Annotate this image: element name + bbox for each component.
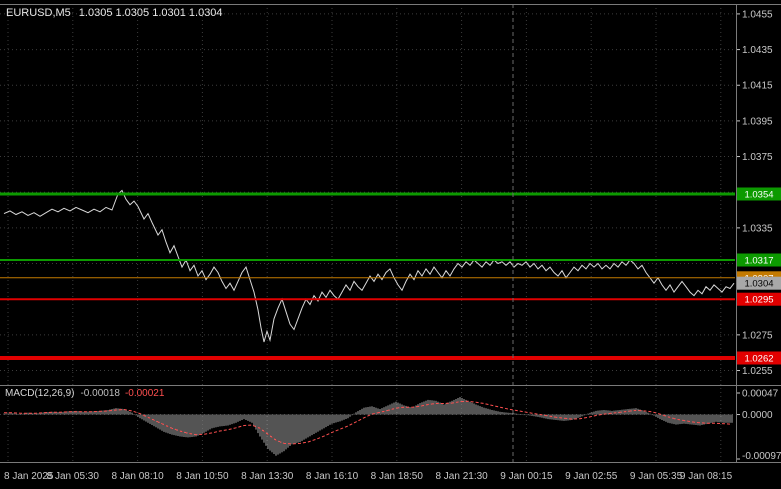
svg-text:1.0354: 1.0354: [744, 190, 773, 201]
price-tick-1.0375: 1.0375: [742, 152, 773, 163]
gridlines: [0, 4, 735, 463]
macd-value: -0.00018: [80, 388, 120, 399]
macd-tick-0.0000: 0.0000: [742, 410, 773, 421]
svg-text:1.0295: 1.0295: [744, 295, 773, 306]
price-badge-1.0262: 1.0262: [737, 351, 781, 365]
time-tick-6: 8 Jan 18:50: [371, 471, 424, 482]
time-tick-4: 8 Jan 13:30: [241, 471, 294, 482]
time-tick-3: 8 Jan 10:50: [176, 471, 229, 482]
panel-borders: [0, 4, 781, 463]
macd-indicator-label: MACD(12,26,9) -0.00018 -0.00021: [5, 388, 164, 399]
time-tick-1: 8 Jan 05:30: [47, 471, 100, 482]
time-tick-2: 8 Jan 08:10: [111, 471, 164, 482]
price-tick-1.0255: 1.0255: [742, 366, 773, 377]
macd-tick-0.00047: 0.00047: [742, 389, 779, 400]
symbol-timeframe-label: EURUSD,M5: [6, 7, 71, 19]
price-tick-1.0335: 1.0335: [742, 223, 773, 234]
time-tick-10: 9 Jan 05:35: [630, 471, 683, 482]
svg-text:1.0262: 1.0262: [744, 354, 773, 365]
svg-text:1.0304: 1.0304: [744, 279, 773, 290]
price-tick-1.0415: 1.0415: [742, 81, 773, 92]
time-tick-11: 9 Jan 08:15: [680, 471, 733, 482]
time-tick-0: 8 Jan 2025: [4, 471, 54, 482]
price-line-series: [3, 189, 735, 343]
price-badge-1.0354: 1.0354: [737, 187, 781, 201]
macd-axis-ticks: 0.00047 0.0000 -0.00097: [737, 389, 781, 462]
price-tick-1.0455: 1.0455: [742, 9, 773, 20]
current-price-badge: 1.0304: [737, 276, 781, 290]
chart-title: EURUSD,M5 1.0305 1.0305 1.0301 1.0304: [6, 7, 223, 19]
time-tick-7: 8 Jan 21:30: [435, 471, 488, 482]
time-tick-8: 9 Jan 00:15: [500, 471, 553, 482]
macd-name-label: MACD(12,26,9): [5, 388, 75, 399]
level-lines: [0, 192, 735, 361]
macd-tick--0.00097: -0.00097: [742, 451, 781, 462]
price-tick-1.0395: 1.0395: [742, 116, 773, 127]
price-tick-1.0435: 1.0435: [742, 45, 773, 56]
time-tick-9: 9 Jan 02:55: [565, 471, 618, 482]
price-badge-1.0317: 1.0317: [737, 253, 781, 267]
svg-text:1.0317: 1.0317: [744, 256, 773, 267]
ohlc-values: 1.0305 1.0305 1.0301 1.0304: [78, 7, 223, 19]
price-tick-1.0275: 1.0275: [742, 330, 773, 341]
price-axis-ticks: 1.0455 1.0435 1.0415 1.0395 1.0375 1.0335 1.02…: [737, 9, 773, 377]
time-tick-5: 8 Jan 16:10: [306, 471, 359, 482]
macd-signal-value: -0.00021: [124, 388, 165, 399]
price-badge-1.0295: 1.0295: [737, 292, 781, 306]
macd-signal-line: [4, 400, 733, 445]
